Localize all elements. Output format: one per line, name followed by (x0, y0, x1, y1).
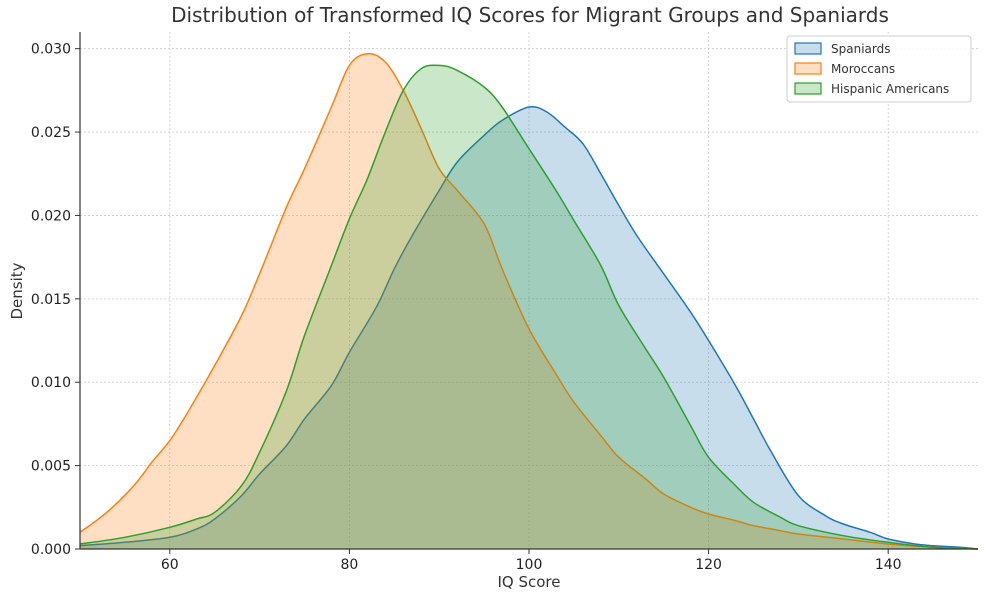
tick-labels: 60 80 100 120 140 0.000 0.005 0.010 0.015 0.020 0.… (31, 42, 902, 573)
series-area-1 (80, 53, 978, 550)
y-tick-label-6: 0.030 (31, 42, 71, 58)
x-tick-label-4: 140 (875, 557, 902, 573)
y-tick-label-1: 0.005 (31, 459, 71, 475)
legend-swatch-0 (794, 42, 822, 55)
y-tick-label-3: 0.015 (31, 292, 71, 308)
y-tick-label-0: 0.000 (31, 542, 71, 558)
y-axis-label: Density (8, 262, 26, 319)
x-tick-label-1: 80 (340, 557, 358, 573)
series-line-1 (79, 52, 979, 550)
legend-label-1: Moroccans (831, 62, 895, 76)
legend-label-0: Spaniards (831, 42, 890, 56)
chart-title: Distribution of Transformed IQ Scores fo… (171, 3, 889, 27)
x-axis-label: IQ Score (497, 573, 560, 591)
series-line-0 (79, 105, 979, 550)
x-tick-label-0: 60 (161, 557, 179, 573)
x-tick-label-3: 120 (695, 557, 722, 573)
series-line-2 (79, 64, 979, 550)
legend-box (786, 35, 972, 103)
x-tick-label-2: 100 (516, 557, 543, 573)
legend-swatch-1 (794, 62, 822, 75)
y-tick-label-2: 0.010 (31, 375, 71, 391)
series-area-2 (80, 65, 978, 549)
y-tick-label-5: 0.025 (31, 125, 71, 141)
y-tick-label-4: 0.020 (31, 208, 71, 224)
legend: Spaniards Moroccans Hispanic Americans (786, 35, 972, 103)
grid-lines (80, 32, 978, 550)
series-areas (79, 52, 979, 550)
legend-swatch-2 (794, 82, 822, 95)
legend-label-2: Hispanic Americans (831, 82, 949, 96)
